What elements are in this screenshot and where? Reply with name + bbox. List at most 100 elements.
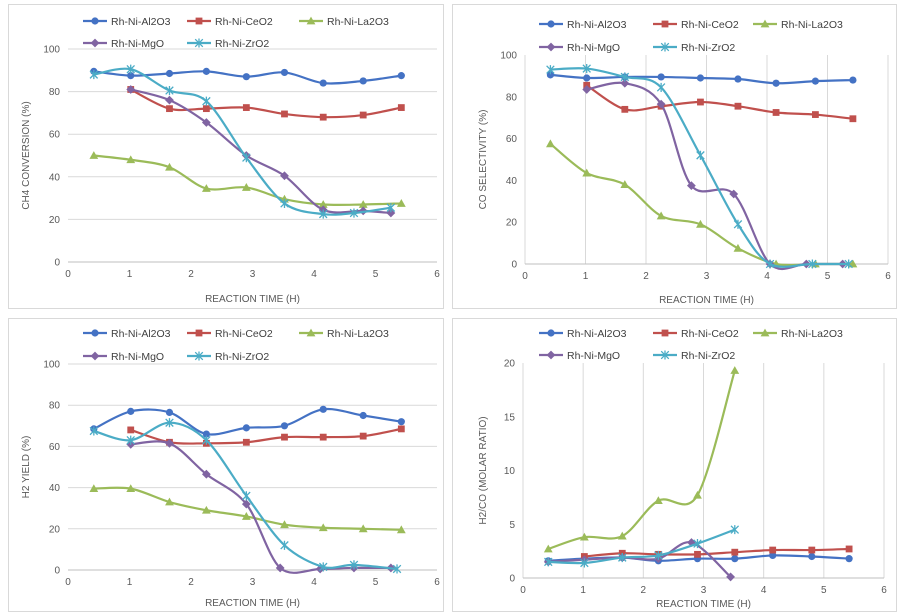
- data-point: [844, 259, 853, 269]
- y-tick-label: 20: [49, 215, 61, 226]
- legend: Rh-Ni-Al2O3 Rh-Ni-CeO2 Rh-Ni-La2O3 Rh-Ni-Mg…: [539, 19, 843, 54]
- y-axis-title: CO SELECTIVITY (%): [478, 110, 489, 210]
- legend-marker: [306, 328, 316, 337]
- data-point: [242, 424, 250, 432]
- y-tick-label: 60: [506, 134, 518, 145]
- data-point: [275, 563, 285, 573]
- data-point: [845, 545, 853, 553]
- gridlines: [68, 48, 437, 263]
- legend-marker: [760, 328, 770, 337]
- data-point: [242, 153, 251, 163]
- data-point: [202, 67, 210, 75]
- x-axis-title: REACTION TIME (H): [656, 599, 751, 610]
- legend: Rh-Ni-Al2O3 Rh-Ni-CeO2 Rh-Ni-La2O3 Rh-Ni-Mg…: [83, 328, 389, 363]
- h2-co-ratio-chart: 0 5 10 15 20 0 1 2 3 4 5 6 REACTION TIME (H) H2/CO (M…: [452, 318, 897, 612]
- data-point: [126, 155, 136, 164]
- legend-marker: [194, 351, 204, 361]
- data-point: [386, 208, 396, 218]
- series-rh-ni-mgo: [126, 438, 396, 574]
- legend-item: Rh-Ni-CeO2: [187, 16, 273, 28]
- data-point: [694, 550, 701, 558]
- data-point: [280, 540, 289, 550]
- y-tick-label: 40: [49, 483, 61, 494]
- series-rh-ni-mgo: [543, 538, 735, 582]
- series-rh-ni-zro2: [546, 64, 853, 269]
- data-point: [359, 411, 367, 420]
- chart-svg: 0 20 40 60 80 100 0 1 2 3 4 5 6 REACTION TIME (H) H2 Y…: [21, 328, 440, 609]
- series-line: [93, 154, 402, 207]
- series-line: [130, 440, 391, 574]
- data-point: [811, 77, 819, 85]
- legend-label: Rh-Ni-ZrO2: [215, 351, 269, 363]
- data-point: [546, 139, 555, 148]
- series-rh-ni-zro2: [89, 64, 396, 219]
- data-point: [733, 219, 743, 229]
- data-point: [242, 438, 250, 446]
- data-point: [686, 181, 696, 191]
- data-point: [543, 544, 553, 553]
- legend-label: Rh-Ni-La2O3: [327, 16, 389, 28]
- data-point: [696, 150, 705, 160]
- data-point: [165, 162, 174, 171]
- legend-label: Rh-Ni-MgO: [567, 42, 620, 54]
- data-point: [89, 151, 99, 159]
- data-point: [126, 85, 136, 94]
- data-point: [656, 211, 666, 220]
- x-axis-title: REACTION TIME (H): [205, 598, 300, 609]
- data-point: [656, 99, 666, 109]
- y-tick-label: 10: [504, 466, 516, 477]
- data-point: [730, 366, 740, 374]
- data-point: [165, 95, 174, 105]
- data-point: [126, 64, 135, 74]
- data-point: [687, 538, 696, 547]
- data-point: [582, 64, 591, 74]
- data-point: [358, 200, 368, 208]
- data-point: [397, 418, 405, 426]
- y-tick-label: 0: [511, 260, 517, 271]
- data-point: [546, 65, 555, 75]
- legend-label: Rh-Ni-MgO: [111, 38, 164, 50]
- data-point: [280, 198, 289, 208]
- data-point: [202, 96, 211, 106]
- data-point: [733, 243, 743, 252]
- data-point: [772, 79, 780, 87]
- y-tick-label: 100: [43, 45, 60, 56]
- data-point: [358, 524, 368, 533]
- legend-label: Rh-Ni-La2O3: [781, 19, 843, 31]
- data-point: [617, 531, 627, 540]
- x-tick-label: 3: [704, 271, 710, 282]
- data-point: [201, 118, 211, 127]
- data-point: [127, 407, 135, 415]
- legend-label: Rh-Ni-Al2O3: [111, 16, 171, 28]
- y-tick-label: 100: [500, 51, 517, 62]
- y-tick-label: 0: [54, 258, 60, 269]
- legend-label: Rh-Ni-CeO2: [681, 328, 739, 340]
- x-tick-label: 0: [65, 269, 71, 280]
- legend-item: Rh-Ni-ZrO2: [187, 351, 269, 363]
- x-tick-label: 1: [580, 585, 586, 596]
- chart-svg: 0 5 10 15 20 0 1 2 3 4 5 6 REACTION TIME (H) H2/CO (M…: [478, 328, 887, 610]
- data-point: [165, 497, 174, 506]
- data-point: [546, 71, 555, 79]
- data-point: [201, 505, 211, 514]
- legend-label: Rh-Ni-MgO: [111, 351, 164, 363]
- legend-marker: [547, 20, 555, 28]
- h2-yield-chart: 0 20 40 60 80 100 0 1 2 3 4 5 6 REACTION TIME (H) H2 Y…: [8, 318, 444, 612]
- data-point: [657, 73, 665, 81]
- data-point: [281, 110, 288, 118]
- x-tick-label: 5: [373, 269, 379, 280]
- legend-marker: [90, 38, 100, 48]
- y-tick-label: 40: [506, 176, 518, 187]
- legend: Rh-Ni-Al2O3 Rh-Ni-CeO2 Rh-Ni-La2O3 Rh-Ni-Mg…: [83, 16, 389, 50]
- x-tick-label: 5: [825, 271, 831, 282]
- data-point: [696, 74, 705, 82]
- legend-marker: [760, 19, 770, 28]
- legend-marker: [195, 329, 203, 337]
- legend-label: Rh-Ni-CeO2: [215, 328, 273, 340]
- legend-marker: [194, 38, 204, 48]
- series-rh-ni-ceo2: [583, 81, 857, 123]
- data-point: [202, 105, 210, 113]
- data-point: [729, 189, 739, 199]
- data-point: [165, 438, 174, 448]
- data-point: [89, 426, 99, 436]
